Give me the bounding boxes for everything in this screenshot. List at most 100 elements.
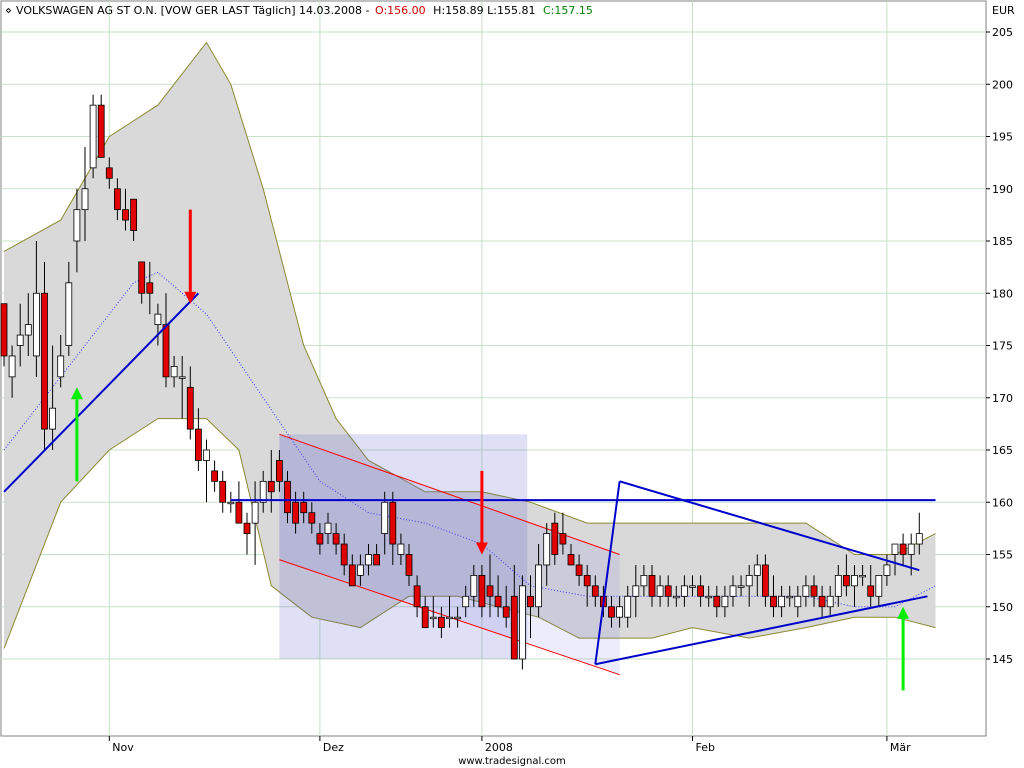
candle-body: [308, 512, 316, 524]
candle: [332, 523, 340, 555]
candle-body: [843, 575, 850, 587]
candle: [284, 470, 291, 524]
candle-body: [194, 428, 202, 461]
candle: [859, 564, 866, 586]
candle-body: [130, 198, 138, 231]
y-tick-label: 155: [992, 549, 1013, 562]
candle-body: [818, 595, 826, 608]
candle: [737, 575, 745, 597]
candle-body: [583, 575, 591, 587]
candle: [292, 491, 300, 534]
candle: [648, 564, 656, 607]
candle: [24, 293, 32, 356]
trendline-upper-triangle: [619, 480, 920, 572]
candle-body: [162, 324, 170, 378]
candle: [437, 606, 445, 639]
trendline-support: [3, 292, 200, 493]
candle: [429, 596, 437, 628]
axes: 145 150 155 160 165 170 175 180 185 190 195 200 205 N…: [108, 26, 1013, 754]
candle-body: [105, 167, 113, 179]
signal-arrows: [70, 209, 910, 691]
candle-body: [567, 554, 575, 566]
upper-band-line: [3, 41, 936, 555]
candle-body: [689, 585, 696, 588]
candle: [300, 491, 308, 524]
candle: [510, 564, 518, 660]
header-open: O:156.00: [375, 4, 426, 17]
candle: [656, 575, 664, 607]
candle-body: [178, 376, 186, 379]
candle-body: [429, 616, 437, 620]
candle-body: [753, 564, 761, 576]
candle-body: [73, 209, 81, 242]
candle-body: [154, 313, 162, 325]
candle: [33, 241, 40, 377]
candle-body: [259, 480, 267, 503]
y-tick-label: 195: [992, 131, 1013, 144]
candle-body: [381, 501, 389, 535]
candle: [170, 355, 178, 388]
x-tick-label: Feb: [696, 741, 715, 754]
candle: [502, 585, 510, 628]
candle-body: [851, 575, 858, 587]
candle-body: [122, 209, 129, 221]
candle: [81, 146, 89, 241]
candle: [867, 564, 875, 607]
candle: [348, 554, 356, 587]
candle: [316, 523, 324, 555]
signal-arrow-up: [897, 606, 910, 691]
candle: [267, 450, 275, 513]
trendline-lower-triangle: [595, 595, 928, 666]
credit-text: www.tradesignal.com: [458, 756, 566, 767]
candle-body: [0, 303, 8, 357]
candle-body: [373, 554, 381, 566]
candle-body: [462, 595, 470, 608]
candle-body: [397, 543, 405, 555]
candle-body: [875, 575, 883, 597]
candle-body: [356, 564, 364, 576]
candle-body: [907, 543, 915, 555]
candle-body: [446, 616, 453, 620]
candle: [65, 261, 73, 356]
candle-body: [170, 365, 178, 378]
candle-body: [316, 533, 324, 545]
candle-body: [737, 585, 745, 588]
candle-body: [470, 575, 478, 597]
candle: [154, 303, 162, 346]
candle-body: [57, 355, 65, 378]
header-close: C:157.15: [543, 4, 593, 17]
candle: [794, 585, 802, 618]
candle-body: [527, 595, 534, 608]
triangle-left-edge: [594, 481, 621, 665]
candle-body: [219, 480, 227, 503]
candle-body: [251, 501, 259, 524]
candle-body: [713, 595, 721, 608]
candle: [802, 575, 810, 607]
candle: [899, 533, 907, 565]
candle-body: [681, 585, 688, 597]
arrow-head: [475, 542, 488, 555]
y-tick-label: 180: [992, 287, 1013, 300]
candle: [73, 188, 81, 273]
candle: [575, 554, 583, 586]
candle-body: [235, 501, 243, 524]
candle-body: [437, 616, 445, 629]
chart-header: ⋄ VOLKSWAGEN AG ST O.N. [VOW GER LAST Tä…: [5, 4, 593, 17]
candle-body: [300, 501, 308, 514]
candle: [413, 575, 421, 618]
candle-body: [365, 554, 372, 566]
candle: [705, 585, 713, 607]
band-fill: [4, 42, 936, 649]
candle-body: [243, 522, 251, 535]
candle-body: [834, 575, 842, 597]
axis-currency-label: EUR: [992, 4, 1015, 17]
candle-body: [41, 292, 48, 430]
candle-body: [211, 470, 219, 482]
candle-body: [624, 595, 632, 618]
candle-body: [486, 585, 494, 597]
candle: [494, 575, 502, 618]
candle: [640, 564, 648, 597]
candle: [818, 585, 826, 618]
candle: [0, 303, 8, 367]
